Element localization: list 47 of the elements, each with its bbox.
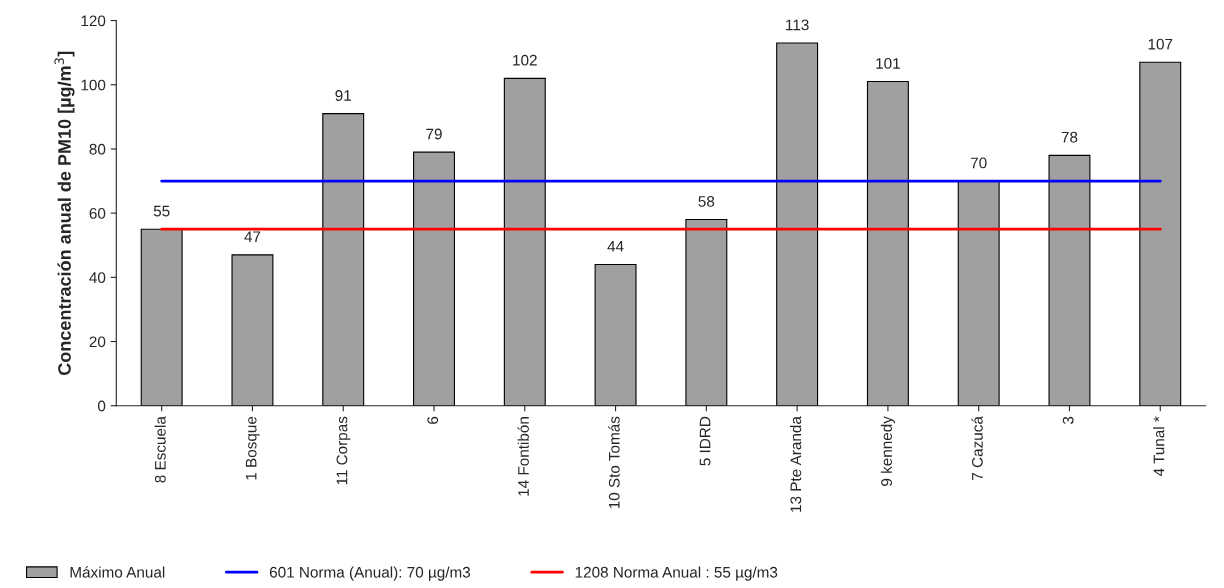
y-tick-label: 120 xyxy=(81,15,106,27)
data-label: 91 xyxy=(335,90,351,101)
x-tick-label: 10 Sto Tomás xyxy=(608,416,620,509)
bar xyxy=(1048,154,1091,406)
legend-label: 601 Norma (Anual): 70 µg/m3 xyxy=(269,566,471,581)
data-label: 79 xyxy=(426,128,442,140)
x-tick-label: 8 Escuela xyxy=(154,416,166,483)
x-tick-label: 6 xyxy=(427,416,439,424)
y-tick-label: 40 xyxy=(89,272,106,284)
bar xyxy=(685,219,728,406)
x-tick-label: 3 xyxy=(1062,416,1074,425)
data-label: 107 xyxy=(1148,38,1173,50)
data-label: 101 xyxy=(876,58,900,69)
y-tick-label: 100 xyxy=(81,79,106,91)
bar xyxy=(322,113,365,406)
bar xyxy=(413,151,455,406)
bar xyxy=(957,180,1000,406)
bar xyxy=(231,254,274,406)
x-tick-label: 11 Corpas xyxy=(336,416,351,485)
data-label: 70 xyxy=(970,157,987,169)
bar xyxy=(503,77,546,406)
x-tick-label: 1 Bosque xyxy=(245,416,260,480)
data-label: 47 xyxy=(244,231,261,242)
bar xyxy=(594,263,637,406)
data-label: 102 xyxy=(513,54,537,66)
x-tick-label: 4 Tunal * xyxy=(1153,416,1165,477)
x-tick-label: 14 Fontibón xyxy=(517,417,529,496)
data-label: 113 xyxy=(786,19,809,31)
y-tick-label: 60 xyxy=(89,208,106,219)
legend-label: Máximo Anual xyxy=(70,566,165,578)
bar xyxy=(140,228,183,406)
data-label: 55 xyxy=(153,205,170,217)
data-label: 78 xyxy=(1061,131,1078,143)
bar xyxy=(1139,61,1182,406)
data-label: 44 xyxy=(607,241,624,252)
y-tick-label: 0 xyxy=(97,400,106,412)
bar xyxy=(866,81,909,406)
x-tick-label: 5 IDRD xyxy=(699,416,711,466)
bar xyxy=(776,42,819,406)
x-tick-label: 9 kennedy xyxy=(880,416,896,486)
y-tick-label: 80 xyxy=(89,143,106,155)
y-axis-title: Concentración anual de PM10 [µg/m$^{3}$] xyxy=(54,51,75,375)
data-label: 58 xyxy=(698,196,715,207)
legend-label: 1208 Norma Anual : 55 µg/m3 xyxy=(575,566,778,581)
x-tick-label: 7 Cazucá xyxy=(971,416,983,480)
y-tick-label: 20 xyxy=(89,336,106,348)
x-tick-label: 13 Pte Aranda xyxy=(790,416,802,512)
